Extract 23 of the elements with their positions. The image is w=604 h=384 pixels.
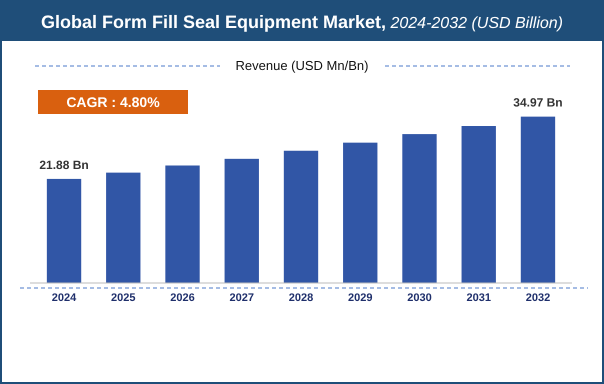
x-tick-label: 2027 [230, 292, 254, 304]
x-tick-label: 2026 [170, 292, 195, 304]
x-tick-label: 2028 [288, 292, 314, 304]
text: CAGR : 4.80% [66, 94, 160, 110]
data-label: 34.97 Bn [513, 96, 563, 110]
chart-subtitle: Revenue (USD Mn/Bn) [236, 58, 368, 73]
chart-title: Global Form Fill Seal Equipment Market, 2024-2032 (USD Billion) [40, 12, 564, 32]
bar [520, 116, 556, 283]
x-tick-label: 2024 [52, 292, 78, 304]
bar [106, 172, 140, 283]
data-label: 21.88 Bn [39, 158, 89, 172]
bar [284, 150, 318, 283]
x-tick-label: 2025 [111, 292, 136, 304]
x-tick-label: 2032 [526, 292, 550, 304]
bar [165, 165, 200, 283]
bar [462, 126, 496, 283]
bar [46, 178, 82, 283]
bar [343, 142, 378, 283]
bar [402, 134, 437, 283]
x-tick-label: 2031 [466, 292, 491, 304]
x-tick-label: 2030 [407, 292, 432, 304]
x-tick-label: 2029 [348, 292, 372, 304]
bar [224, 158, 259, 283]
